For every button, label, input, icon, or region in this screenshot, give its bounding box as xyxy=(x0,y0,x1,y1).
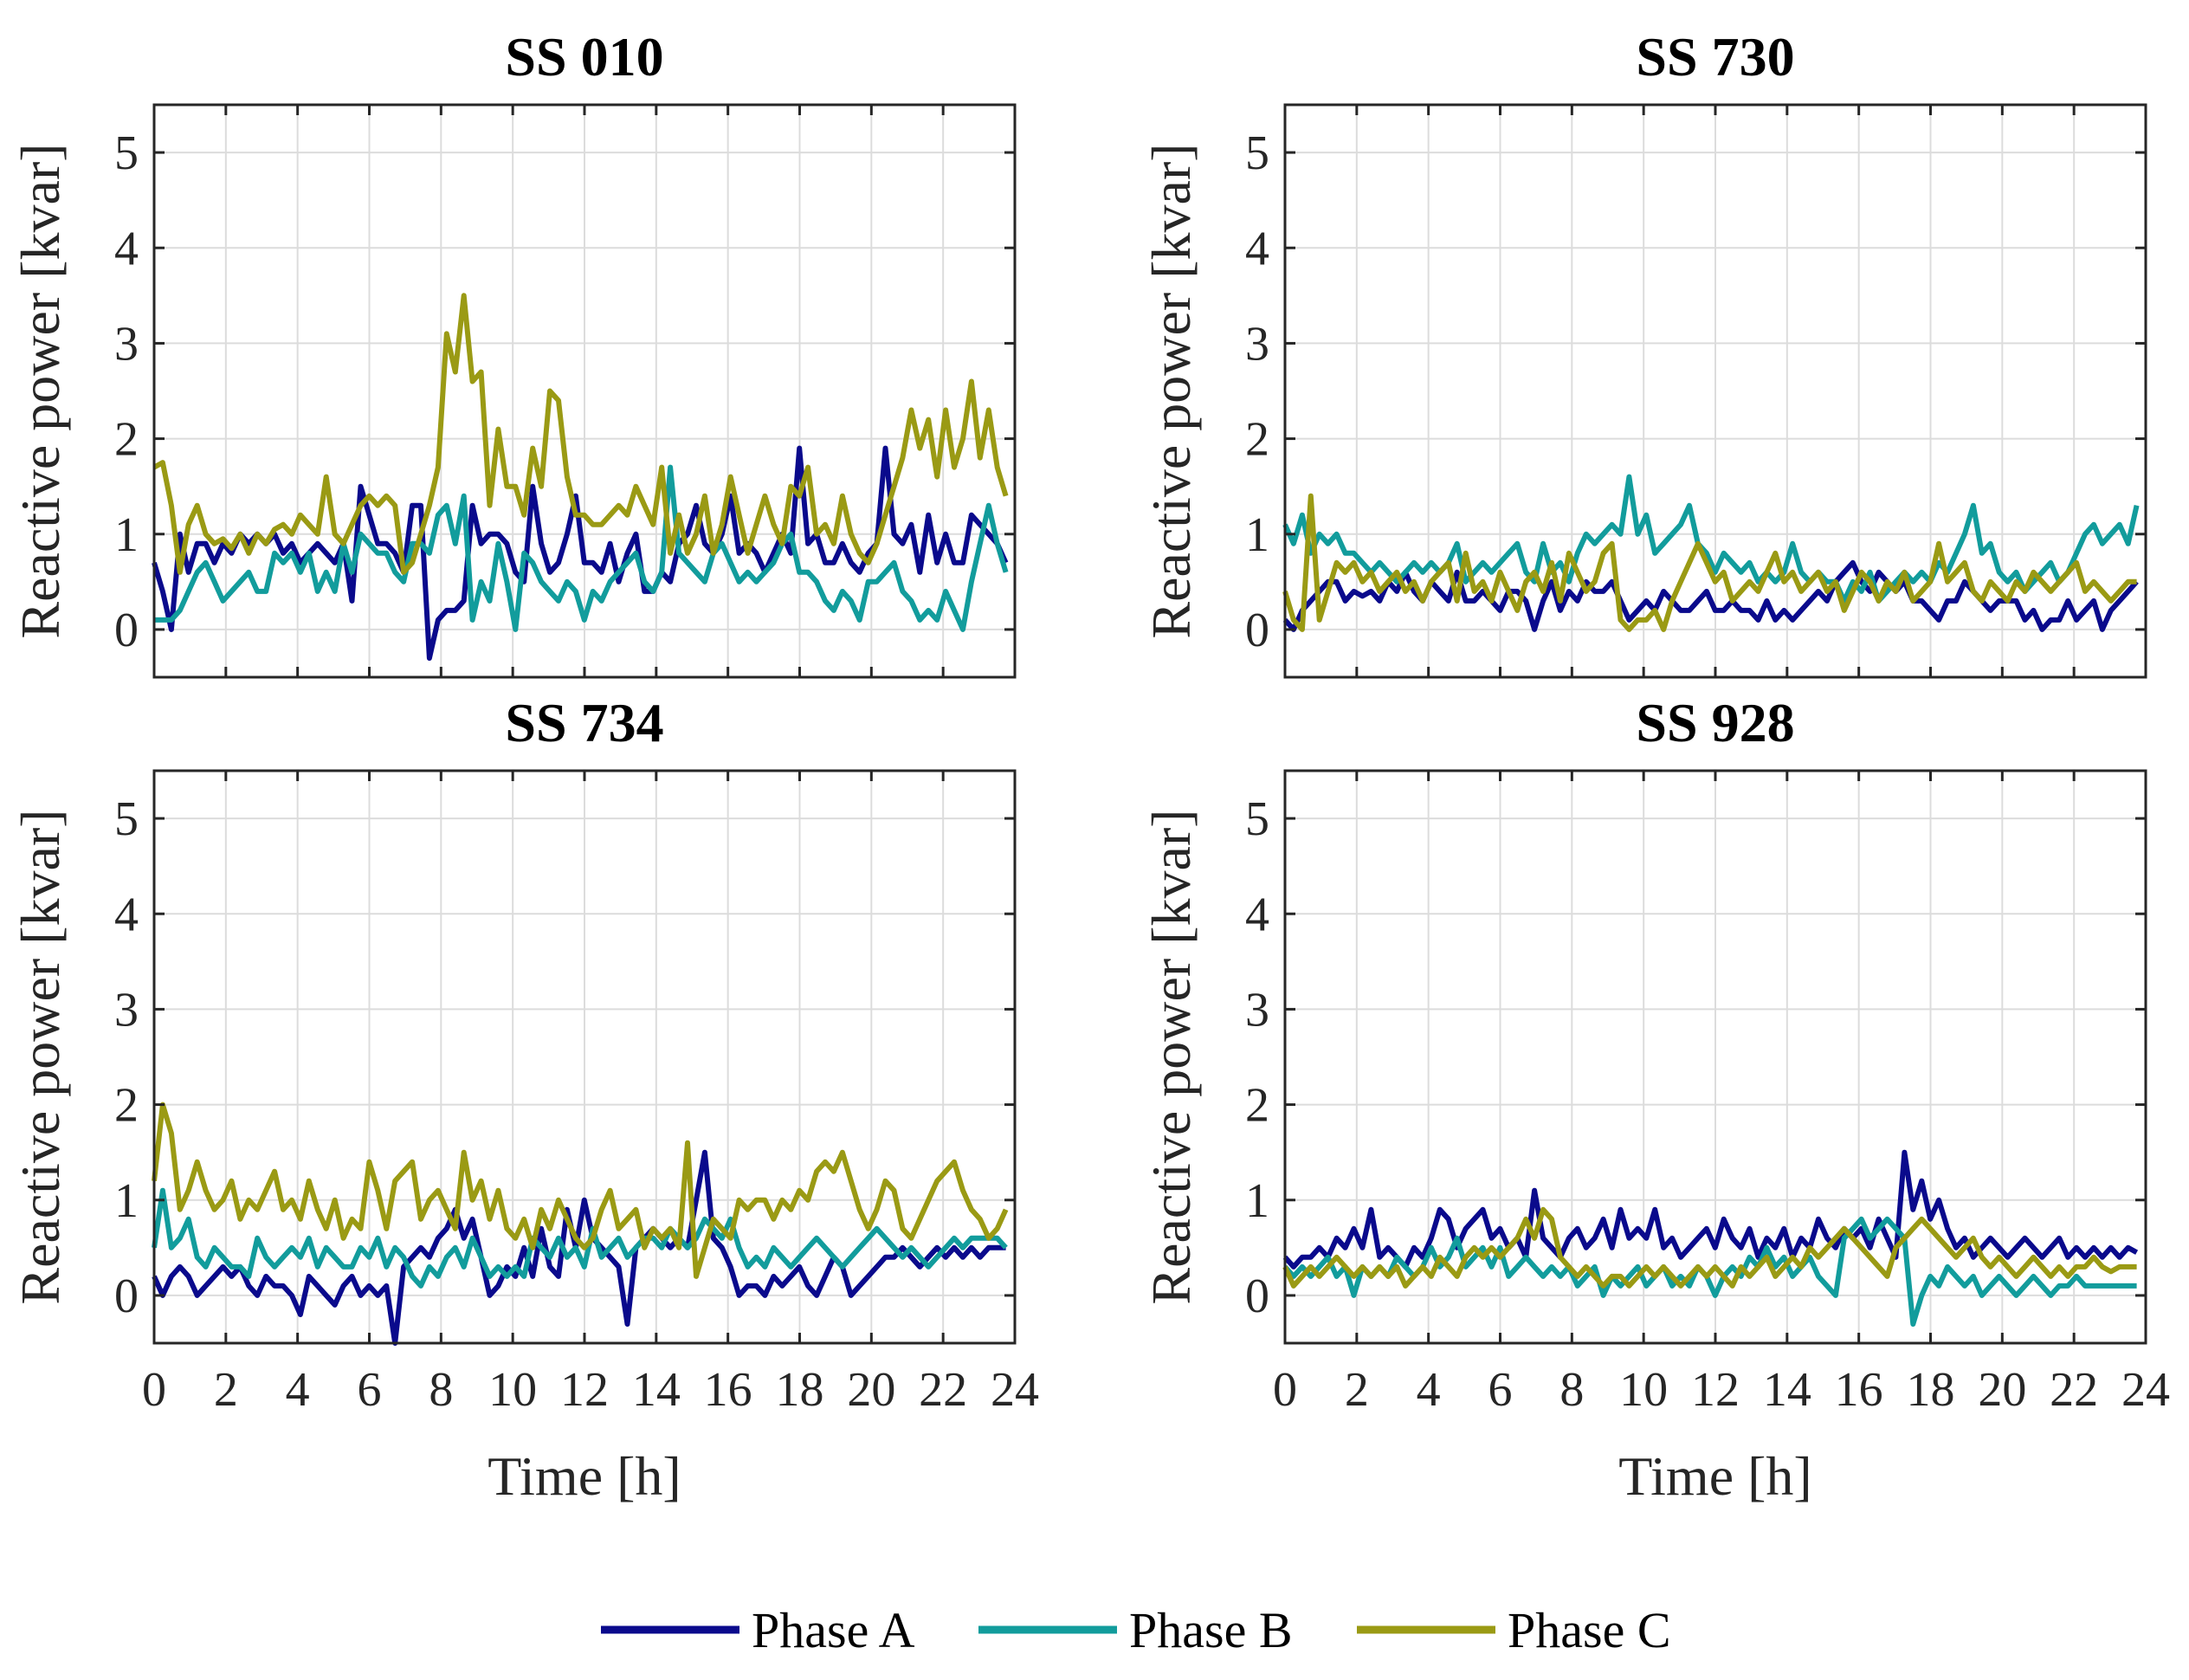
y-tick-label: 1 xyxy=(114,508,139,562)
y-tick-label: 4 xyxy=(1245,888,1269,941)
legend: Phase A Phase B Phase C xyxy=(601,1602,1671,1658)
y-axis-label: Reactive power [kvar] xyxy=(1140,809,1202,1304)
y-tick-label: 5 xyxy=(114,792,139,846)
x-tick-label: 2 xyxy=(1345,1363,1369,1417)
y-tick-label: 2 xyxy=(1245,1079,1269,1133)
y-tick-label: 3 xyxy=(114,317,139,371)
y-tick-label: 3 xyxy=(1245,317,1269,371)
y-tick-label: 0 xyxy=(1245,604,1269,657)
x-axis-label: Time [h] xyxy=(1618,1445,1811,1507)
x-tick-label: 22 xyxy=(919,1363,967,1417)
chart-title: SS 010 xyxy=(505,26,663,87)
y-tick-label: 0 xyxy=(114,604,139,657)
y-axis-label: Reactive power [kvar] xyxy=(10,809,71,1304)
x-tick-label: 6 xyxy=(1488,1363,1513,1417)
y-tick-label: 4 xyxy=(1245,222,1269,275)
x-tick-label: 6 xyxy=(358,1363,382,1417)
x-tick-label: 4 xyxy=(286,1363,310,1417)
y-tick-label: 1 xyxy=(1245,1174,1269,1228)
y-tick-label: 5 xyxy=(114,126,139,180)
x-tick-label: 12 xyxy=(560,1363,609,1417)
x-tick-label: 2 xyxy=(214,1363,238,1417)
x-tick-label: 8 xyxy=(429,1363,453,1417)
x-tick-label: 22 xyxy=(2050,1363,2098,1417)
y-tick-label: 5 xyxy=(1245,792,1269,846)
y-tick-label: 4 xyxy=(114,222,139,275)
chart-title: SS 730 xyxy=(1636,26,1794,87)
y-tick-label: 4 xyxy=(114,888,139,941)
series-line-phase-b xyxy=(154,464,1009,632)
y-tick-label: 1 xyxy=(1245,508,1269,562)
series-line-phase-b xyxy=(1282,474,2140,604)
x-tick-label: 4 xyxy=(1417,1363,1441,1417)
x-tick-label: 16 xyxy=(704,1363,752,1417)
chart-title: SS 734 xyxy=(505,692,663,753)
chart-panel-1: 0 1 2 3 4 5 SS 010 Reactive power [kvar] xyxy=(10,26,1017,679)
x-tick-label: 12 xyxy=(1691,1363,1740,1417)
legend-label-phase-a: Phase A xyxy=(752,1602,915,1658)
y-tick-label: 0 xyxy=(1245,1270,1269,1323)
x-tick-label: 16 xyxy=(1835,1363,1883,1417)
y-tick-label: 2 xyxy=(114,1079,139,1133)
x-tick-label: 8 xyxy=(1559,1363,1584,1417)
y-tick-label: 0 xyxy=(114,1270,139,1323)
x-tick-label: 18 xyxy=(1907,1363,1955,1417)
y-axis-label: Reactive power [kvar] xyxy=(10,143,71,638)
x-axis-label: Time [h] xyxy=(488,1445,681,1507)
chart-title: SS 928 xyxy=(1636,692,1794,753)
series-line-phase-a xyxy=(152,1149,1006,1346)
y-tick-label: 2 xyxy=(114,413,139,467)
x-tick-label: 20 xyxy=(847,1363,895,1417)
series-line-phase-b xyxy=(152,1187,1008,1289)
x-tick-label: 24 xyxy=(991,1363,1039,1417)
x-tick-label: 0 xyxy=(1273,1363,1297,1417)
legend-label-phase-b: Phase B xyxy=(1129,1602,1293,1658)
x-tick-label: 0 xyxy=(142,1363,166,1417)
series-line-phase-c xyxy=(152,1102,1009,1279)
y-tick-label: 2 xyxy=(1245,413,1269,467)
y-tick-label: 3 xyxy=(114,983,139,1037)
x-tick-label: 10 xyxy=(488,1363,537,1417)
x-tick-label: 20 xyxy=(1978,1363,2026,1417)
y-tick-label: 3 xyxy=(1245,983,1269,1037)
x-tick-label: 18 xyxy=(776,1363,824,1417)
series-line-phase-a xyxy=(1282,1149,2139,1270)
x-tick-label: 14 xyxy=(1763,1363,1811,1417)
series-line-phase-a xyxy=(152,445,1009,661)
y-axis-label: Reactive power [kvar] xyxy=(1140,143,1202,638)
y-tick-label: 1 xyxy=(114,1174,139,1228)
series-line-phase-b xyxy=(1282,1216,2137,1327)
legend-label-phase-c: Phase C xyxy=(1508,1602,1671,1658)
y-tick-label: 5 xyxy=(1245,126,1269,180)
chart-panel-2: 0 1 2 3 4 5 SS 730 Reactive power [kvar] xyxy=(1140,26,2147,679)
series-line-phase-c xyxy=(1282,493,2137,632)
series-line-phase-c xyxy=(152,293,1009,575)
x-tick-label: 24 xyxy=(2121,1363,2170,1417)
x-tick-label: 14 xyxy=(632,1363,681,1417)
x-tick-label: 10 xyxy=(1619,1363,1668,1417)
series-line-phase-c xyxy=(1282,1206,2137,1289)
